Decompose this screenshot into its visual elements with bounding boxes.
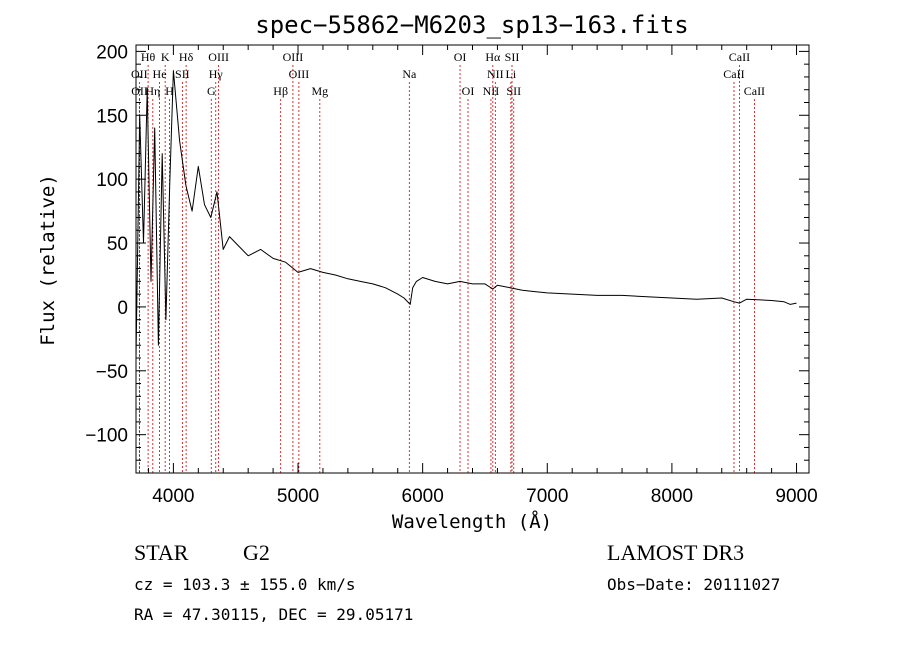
spectral-line-label: Li — [506, 67, 517, 81]
spectral-line-label: SII — [506, 84, 521, 98]
x-tick-label: 7000 — [526, 486, 568, 507]
spectral-line-label: CaII — [723, 67, 744, 81]
spectral-line-label: Hη — [145, 84, 160, 98]
object-subclass: G2 — [243, 540, 270, 565]
spectral-line-label: NII — [487, 67, 504, 81]
plot-frame — [135, 44, 810, 474]
spectral-line-label: Hθ — [141, 50, 156, 64]
spectral-line-label: OIII — [208, 50, 229, 64]
spectrum-series-line — [135, 70, 797, 359]
y-axis: −100 −50 0 50 100 150 200 — [85, 42, 809, 461]
chart-title: spec−55862−M6203_sp13−163.fits — [255, 11, 688, 39]
info-panel: STAR G2 LAMOST DR3 cz = 103.3 ± 155.0 km… — [134, 540, 780, 624]
spectral-line-labels: Hθ K Hδ OIII OIII OI Hα SII CaII OII He SII Hγ OIII Na… — [131, 50, 765, 98]
x-tick-label: 4000 — [152, 486, 194, 507]
spectral-line-label: Na — [402, 67, 417, 81]
spectral-line-label: OIII — [283, 50, 304, 64]
spectral-line-label: He — [153, 67, 167, 81]
y-tick-label: 200 — [96, 42, 128, 63]
x-axis-label: Wavelength (Å) — [392, 510, 552, 533]
x-tick-label: 8000 — [651, 486, 693, 507]
y-axis-label: Flux (relative) — [37, 174, 59, 346]
x-tick-label: 5000 — [277, 486, 319, 507]
spectral-line-label: Hα — [485, 50, 501, 64]
spectral-line-label: Hβ — [273, 84, 288, 98]
spectral-line-label: Mg — [311, 84, 328, 98]
y-tick-label: −50 — [96, 362, 128, 383]
spectral-line-label: CaII — [744, 84, 765, 98]
spectral-line-label: K — [161, 50, 170, 64]
y-tick-label: 0 — [117, 298, 128, 319]
y-tick-label: −100 — [85, 426, 128, 447]
spectral-line-label: OII — [131, 84, 148, 98]
spectral-line-label: Hγ — [209, 67, 224, 81]
spectral-line-label: OII — [131, 67, 148, 81]
spectral-line-label: OI — [454, 50, 467, 64]
spectral-line-label: SII — [505, 50, 520, 64]
y-tick-label: 50 — [107, 234, 128, 255]
spectrum-layer — [135, 70, 797, 359]
spectral-line-label: G — [207, 84, 216, 98]
x-axis: 4000 5000 6000 7000 8000 9000 — [147, 45, 818, 507]
spectral-line-label: OI — [462, 84, 475, 98]
spectral-line-label: CaII — [729, 50, 750, 64]
y-tick-label: 150 — [96, 106, 128, 127]
x-tick-label: 6000 — [402, 486, 444, 507]
sky-coordinates: RA = 47.30115, DEC = 29.05171 — [134, 605, 413, 624]
observation-date: Obs−Date: 20111027 — [607, 575, 780, 594]
spectral-line-label: OIII — [289, 67, 310, 81]
spectral-line-label: H — [165, 84, 174, 98]
spectral-line-label: SII — [175, 67, 190, 81]
spectral-line-markers — [138, 65, 755, 473]
spectral-line-label: Hδ — [179, 50, 194, 64]
x-tick-label: 9000 — [775, 486, 817, 507]
object-class: STAR — [134, 540, 189, 565]
y-tick-label: 100 — [96, 170, 128, 191]
redshift-velocity: cz = 103.3 ± 155.0 km/s — [134, 575, 356, 594]
survey-name: LAMOST DR3 — [607, 540, 744, 565]
spectral-line-label: NII — [483, 84, 500, 98]
